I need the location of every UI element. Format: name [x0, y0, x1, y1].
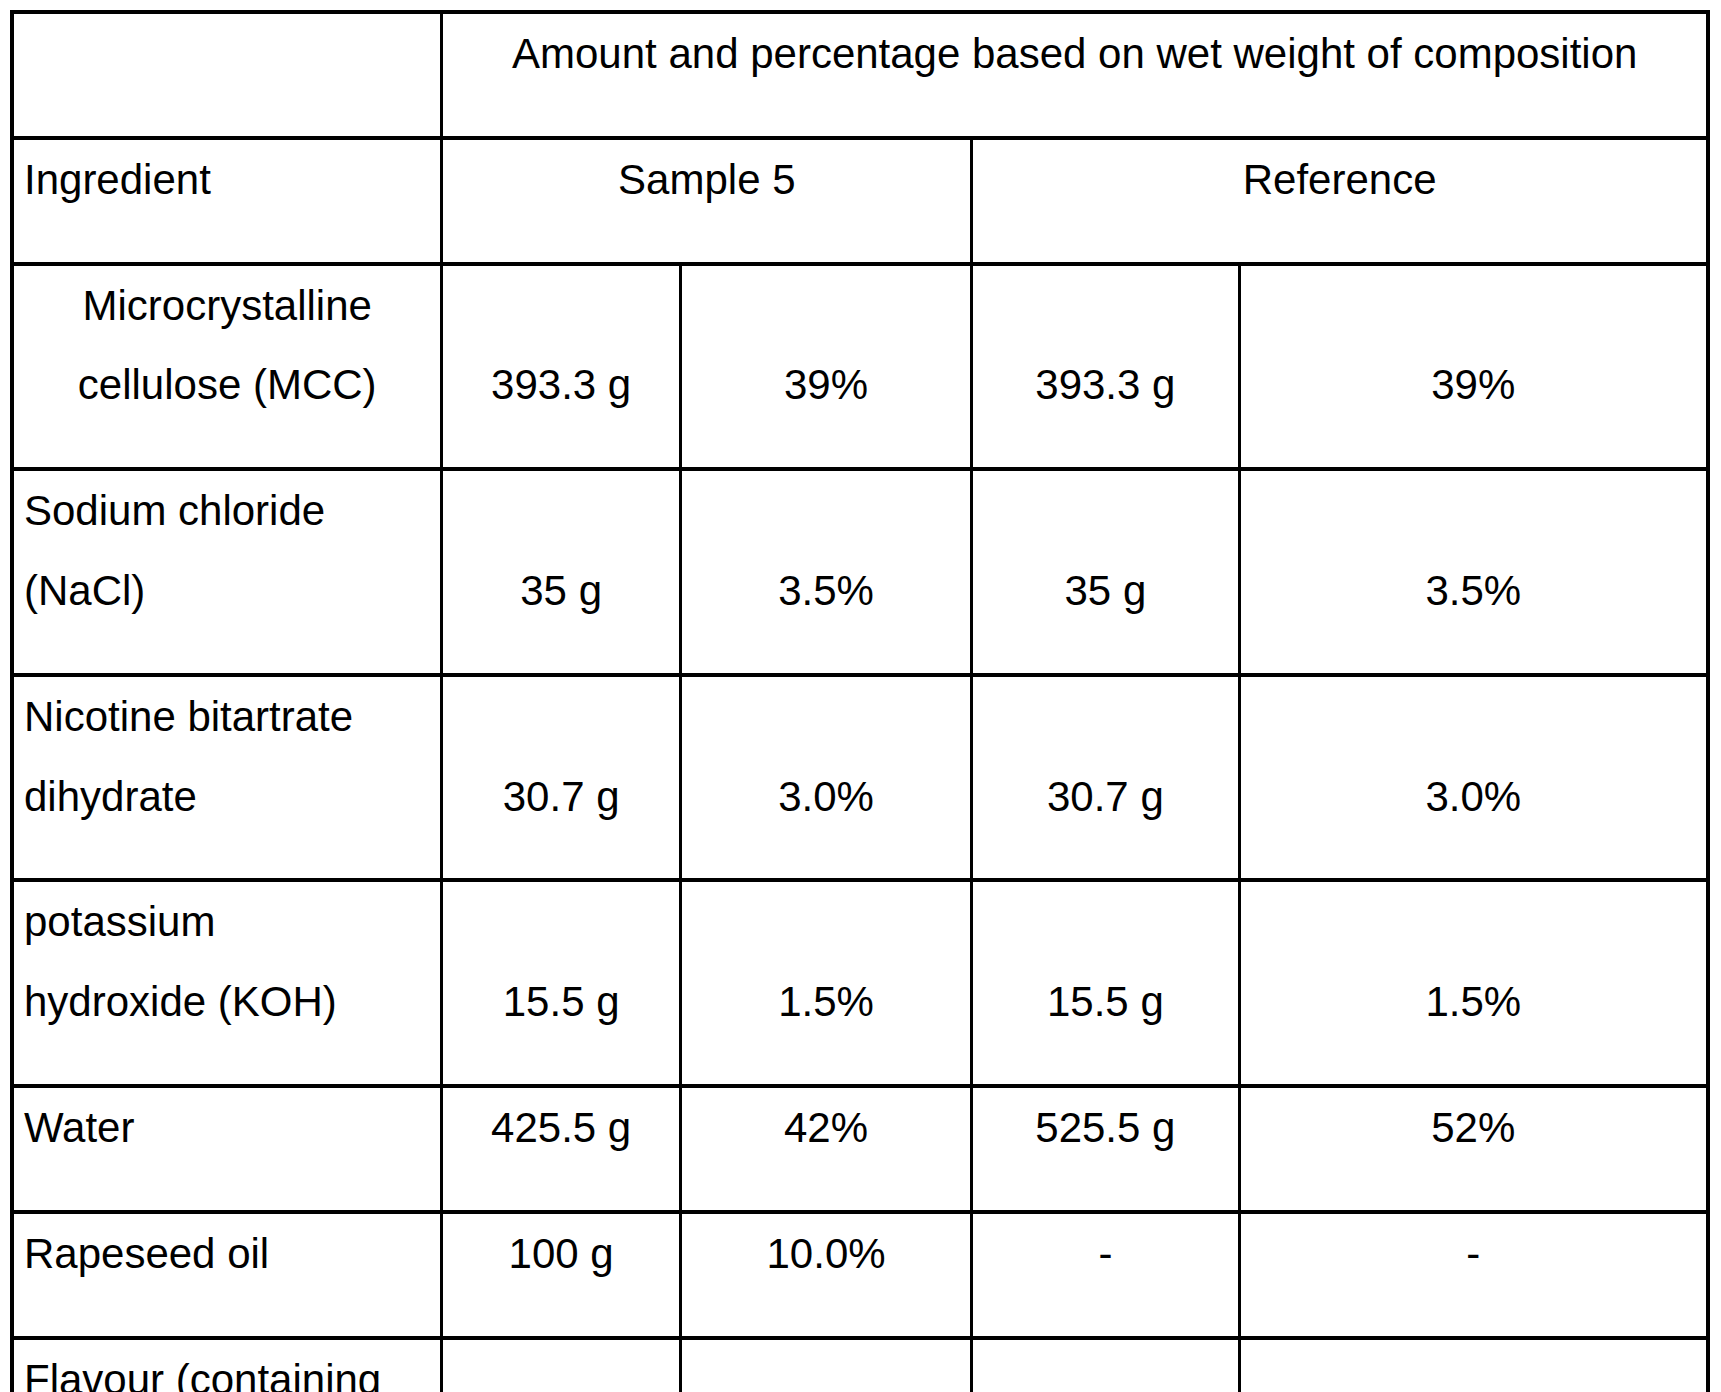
reference-amount-cell: 35 g: [972, 469, 1239, 675]
reference-amount-cell: 30.7 g: [972, 675, 1239, 881]
sample5-header: Sample 5: [442, 138, 972, 264]
sample-percent-cell: 3.0%: [680, 675, 971, 881]
ingredient-cell: Water: [12, 1086, 442, 1212]
reference-percent-cell: 39%: [1239, 264, 1708, 470]
reference-amount-cell: -: [972, 1212, 1239, 1338]
ingredient-cell: Nicotine bitartrate dihydrate: [12, 675, 442, 881]
sample-amount-cell: 15.5 g: [442, 880, 680, 1086]
sample-percent-cell: 39%: [680, 264, 971, 470]
table-row: Microcrystalline cellulose (MCC) 393.3 g…: [12, 264, 1708, 470]
reference-amount-cell: 525.5 g: [972, 1086, 1239, 1212]
table-row: Rapeseed oil 100 g 10.0% - -: [12, 1212, 1708, 1338]
sample-percent-cell: 1.5%: [680, 880, 971, 1086]
table-row: Flavour (containing limonene) 9.9 g 1.0%…: [12, 1338, 1708, 1392]
sample-amount-cell: 393.3 g: [442, 264, 680, 470]
reference-percent-cell: -: [1239, 1212, 1708, 1338]
reference-amount-cell: 393.3 g: [972, 264, 1239, 470]
ingredient-cell: Flavour (containing limonene): [12, 1338, 442, 1392]
sample-amount-cell: 30.7 g: [442, 675, 680, 881]
ingredient-cell: Rapeseed oil: [12, 1212, 442, 1338]
reference-percent-cell: 52%: [1239, 1086, 1708, 1212]
header-row-span: Amount and percentage based on wet weigh…: [12, 12, 1708, 138]
sample-amount-cell: 100 g: [442, 1212, 680, 1338]
sample-percent-cell: 1.0%: [680, 1338, 971, 1392]
ingredient-cell: Sodium chloride (NaCl): [12, 469, 442, 675]
table-row: Sodium chloride (NaCl) 35 g 3.5% 35 g 3.…: [12, 469, 1708, 675]
table-row: potassium hydroxide (KOH) 15.5 g 1.5% 15…: [12, 880, 1708, 1086]
amount-percentage-header: Amount and percentage based on wet weigh…: [442, 12, 1708, 138]
sample-amount-cell: 425.5 g: [442, 1086, 680, 1212]
composition-table: Amount and percentage based on wet weigh…: [10, 10, 1710, 1392]
sample-percent-cell: 42%: [680, 1086, 971, 1212]
table-row: Water 425.5 g 42% 525.5 g 52%: [12, 1086, 1708, 1212]
reference-amount-cell: 15.5 g: [972, 880, 1239, 1086]
reference-percent-cell: 1.5%: [1239, 880, 1708, 1086]
corner-cell: [12, 12, 442, 138]
table-row: Nicotine bitartrate dihydrate 30.7 g 3.0…: [12, 675, 1708, 881]
ingredient-cell: Microcrystalline cellulose (MCC): [12, 264, 442, 470]
reference-percent-cell: 3.0%: [1239, 675, 1708, 881]
reference-header: Reference: [972, 138, 1708, 264]
ingredient-header: Ingredient: [12, 138, 442, 264]
sample-amount-cell: 35 g: [442, 469, 680, 675]
reference-percent-cell: 3.5%: [1239, 469, 1708, 675]
sample-percent-cell: 10.0%: [680, 1212, 971, 1338]
sample-percent-cell: 3.5%: [680, 469, 971, 675]
reference-percent-cell: 1.0%: [1239, 1338, 1708, 1392]
ingredient-cell: potassium hydroxide (KOH): [12, 880, 442, 1086]
sample-amount-cell: 9.9 g: [442, 1338, 680, 1392]
reference-amount-cell: 9.9 g: [972, 1338, 1239, 1392]
header-row-groups: Ingredient Sample 5 Reference: [12, 138, 1708, 264]
